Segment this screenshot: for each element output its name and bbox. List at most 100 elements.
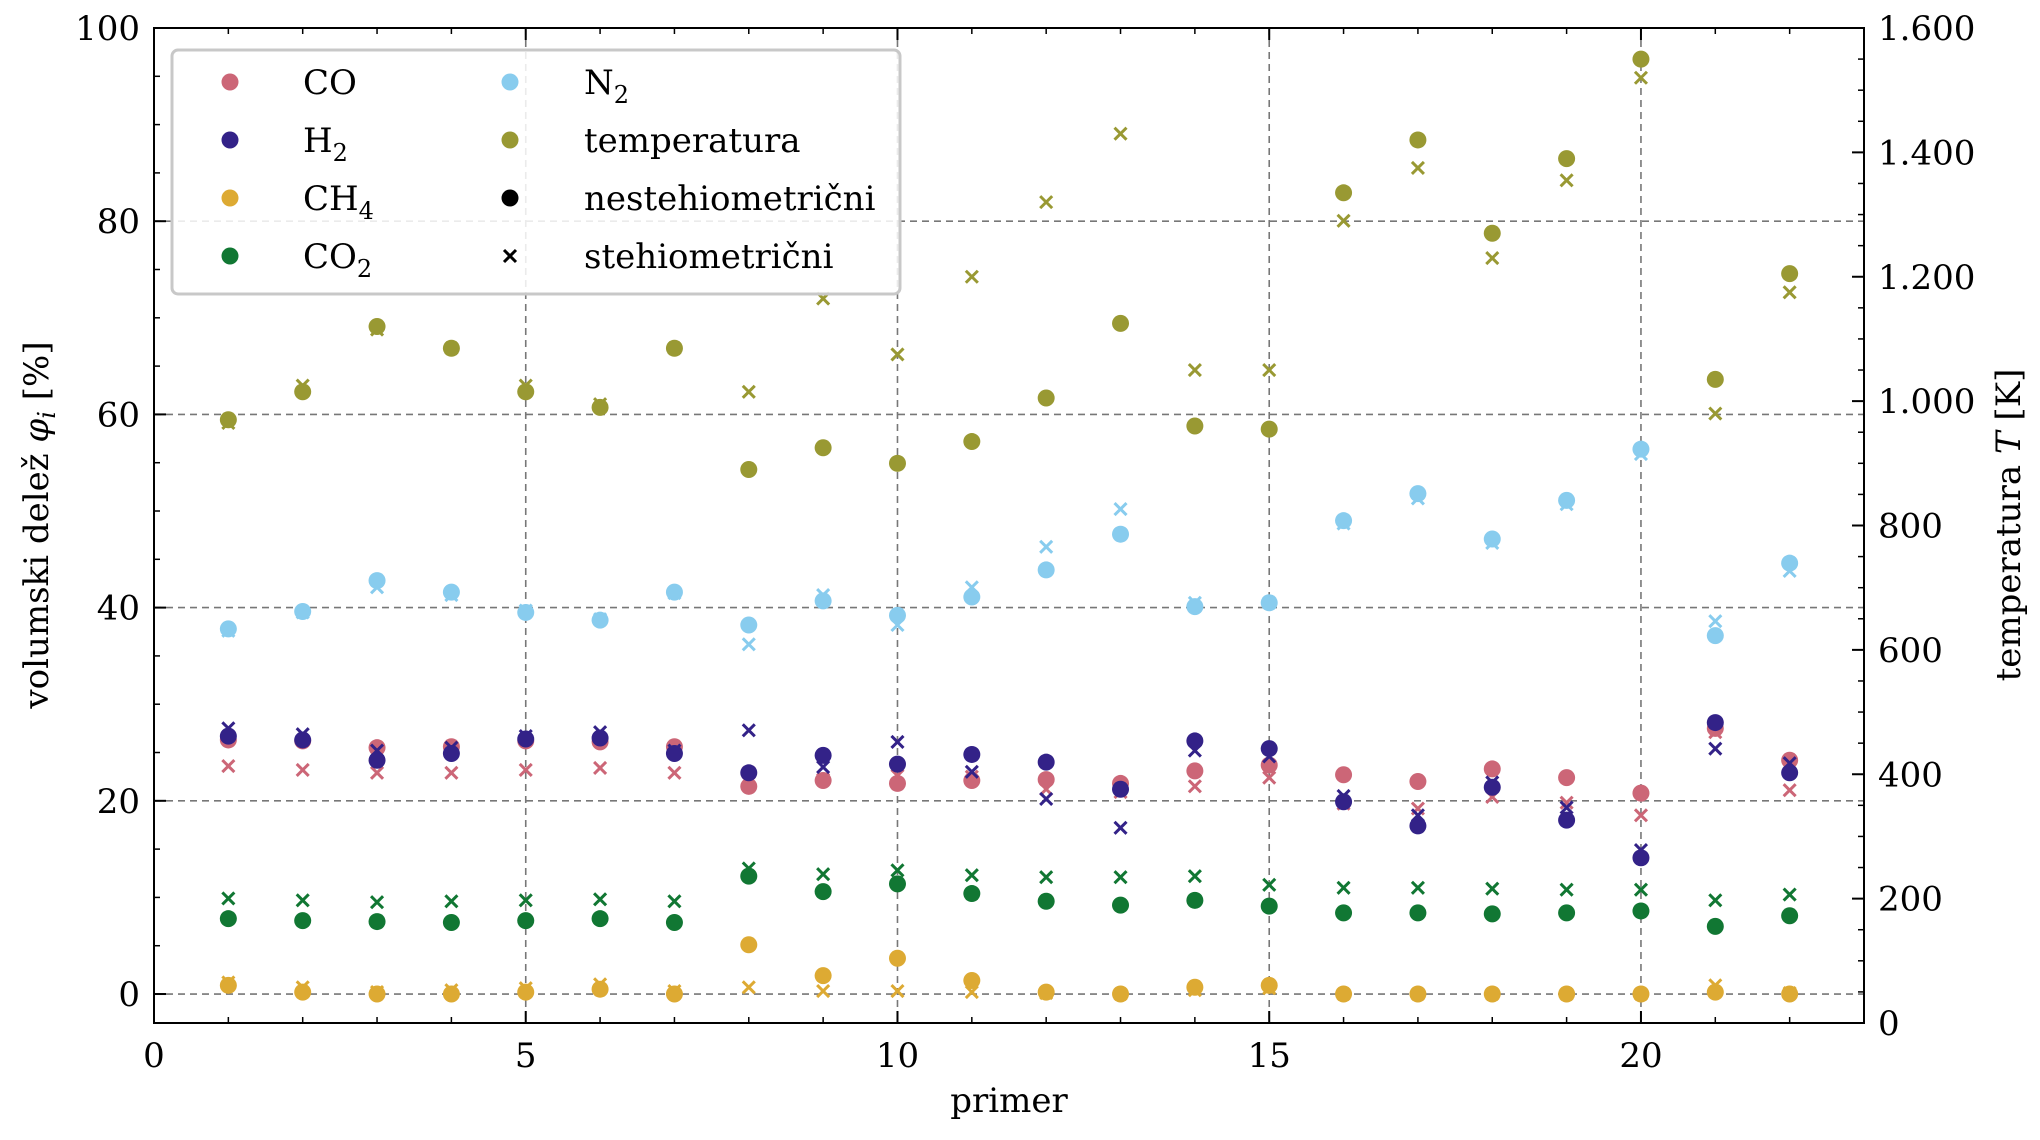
stehiometricni-point xyxy=(1633,808,1649,823)
nestehiometricni-point xyxy=(888,949,906,967)
nestehiometricni-point xyxy=(1186,732,1204,750)
nestehiometricni-point xyxy=(219,727,237,745)
nestehiometricni-point xyxy=(814,592,832,610)
nestehiometricni-point xyxy=(1260,756,1278,774)
stehiometricni-point xyxy=(1782,285,1797,300)
nestehiometricni-point xyxy=(1260,976,1278,994)
stehiometricni-point xyxy=(369,765,385,780)
x-tick-label: 0 xyxy=(143,1036,165,1076)
nestehiometricni-point xyxy=(1781,764,1799,782)
y-tick-label: 60 xyxy=(97,395,140,435)
stehiometricni-point xyxy=(741,637,756,652)
stehiometricni-point xyxy=(1336,213,1351,228)
stehiometricni-point xyxy=(890,984,905,999)
legend-label: CO xyxy=(303,63,357,103)
legend-label: CH4 xyxy=(303,179,374,225)
stehiometricni-point xyxy=(1633,70,1649,85)
nestehiometricni-point xyxy=(1632,50,1650,68)
nestehiometricni-point xyxy=(665,339,683,357)
nestehiometricni-point xyxy=(517,983,535,1001)
stehiometricni-point xyxy=(890,734,905,749)
stehiometricni-point xyxy=(1262,770,1277,785)
nestehiometricni-point xyxy=(1632,784,1650,802)
nestehiometricni-point xyxy=(517,603,535,621)
x-tick-label: 15 xyxy=(1248,1036,1291,1076)
stehiometricni-point xyxy=(741,723,756,738)
nestehiometricni-point xyxy=(1260,420,1278,438)
y-tick-label: 80 xyxy=(97,202,140,242)
stehiometricni-point xyxy=(295,893,310,908)
stehiometricni-point xyxy=(1113,870,1128,885)
stehiometricni-point xyxy=(1708,893,1723,908)
stehiometricni-point xyxy=(369,895,385,910)
nestehiometricni-point xyxy=(963,971,981,989)
nestehiometricni-point xyxy=(294,602,312,620)
y-right-tick-label: 1.000 xyxy=(1878,382,1975,422)
nestehiometricni-point xyxy=(665,985,683,1003)
stehiometricni-point xyxy=(964,764,979,779)
nestehiometricni-point xyxy=(1409,485,1427,503)
stehiometricni-point xyxy=(890,863,905,878)
nestehiometricni-point xyxy=(591,611,609,629)
stehiometricni-point xyxy=(741,980,756,995)
nestehiometricni-point xyxy=(1037,389,1055,407)
nestehiometricni-point xyxy=(442,339,460,357)
nestehiometricni-point xyxy=(1037,771,1055,789)
axis-ticks xyxy=(153,27,1864,1024)
nestehiometricni-point xyxy=(1632,902,1650,920)
x-axis-title: primer xyxy=(950,1081,1068,1121)
nestehiometricni-point xyxy=(963,885,981,903)
nestehiometricni-point xyxy=(1335,512,1353,530)
nestehiometricni-point xyxy=(740,764,758,782)
nestehiometricni-point xyxy=(888,755,906,773)
nestehiometricni-point xyxy=(517,383,535,401)
nestehiometricni-point xyxy=(219,976,237,994)
nestehiometricni-point xyxy=(1112,896,1130,914)
data-marks xyxy=(219,50,1799,1003)
nestehiometricni-point xyxy=(1558,769,1576,787)
nestehiometricni-point xyxy=(368,318,386,335)
nestehiometricni-point xyxy=(1558,150,1576,168)
nestehiometricni-point xyxy=(219,411,237,429)
tick-labels: 0 5 10 15 2002040608010002004006008001.0001.… xyxy=(75,9,1975,1076)
stehiometricni-point xyxy=(518,893,533,908)
nestehiometricni-point xyxy=(442,985,460,1003)
x-tick-label: 20 xyxy=(1619,1036,1662,1076)
nestehiometricni-point xyxy=(814,883,832,901)
nestehiometricni-point xyxy=(1558,491,1576,509)
nestehiometricni-point xyxy=(665,583,683,601)
legend-marker-dot xyxy=(501,189,519,207)
nestehiometricni-point xyxy=(294,912,312,930)
stehiometricni-point xyxy=(1039,539,1054,554)
nestehiometricni-point xyxy=(1186,978,1204,996)
nestehiometricni-point xyxy=(1186,598,1204,616)
stehiometricni-point xyxy=(1559,882,1574,897)
nestehiometricni-point xyxy=(1558,811,1576,829)
stehiometricni-point xyxy=(1262,877,1277,892)
nestehiometricni-point xyxy=(1186,891,1204,909)
stehiometricni-point xyxy=(1782,783,1797,798)
nestehiometricni-point xyxy=(1781,265,1799,283)
nestehiometricni-point xyxy=(1483,985,1501,1003)
y-axis-title-right: temperatura T [K] xyxy=(1989,369,2029,682)
nestehiometricni-point xyxy=(1483,760,1501,778)
y-right-tick-label: 400 xyxy=(1878,755,1943,795)
stehiometricni-point xyxy=(221,891,236,906)
stehiometricni-point xyxy=(1782,887,1797,902)
stehiometricni-point xyxy=(1559,795,1574,810)
nestehiometricni-point xyxy=(1781,554,1799,572)
stehiometricni-point xyxy=(741,384,756,399)
x-tick-label: 10 xyxy=(876,1036,919,1076)
y-right-tick-label: 800 xyxy=(1878,507,1943,547)
nestehiometricni-point xyxy=(814,439,832,457)
stehiometricni-point xyxy=(964,985,979,1000)
stehiometricni-point xyxy=(1039,870,1054,885)
nestehiometricni-point xyxy=(294,983,312,1001)
stehiometricni-point xyxy=(890,347,905,362)
stehiometricni-point xyxy=(1039,791,1054,806)
nestehiometricni-point xyxy=(591,980,609,998)
nestehiometricni-point xyxy=(1483,905,1501,923)
stehiometricni-point xyxy=(593,892,608,907)
nestehiometricni-point xyxy=(740,616,758,634)
